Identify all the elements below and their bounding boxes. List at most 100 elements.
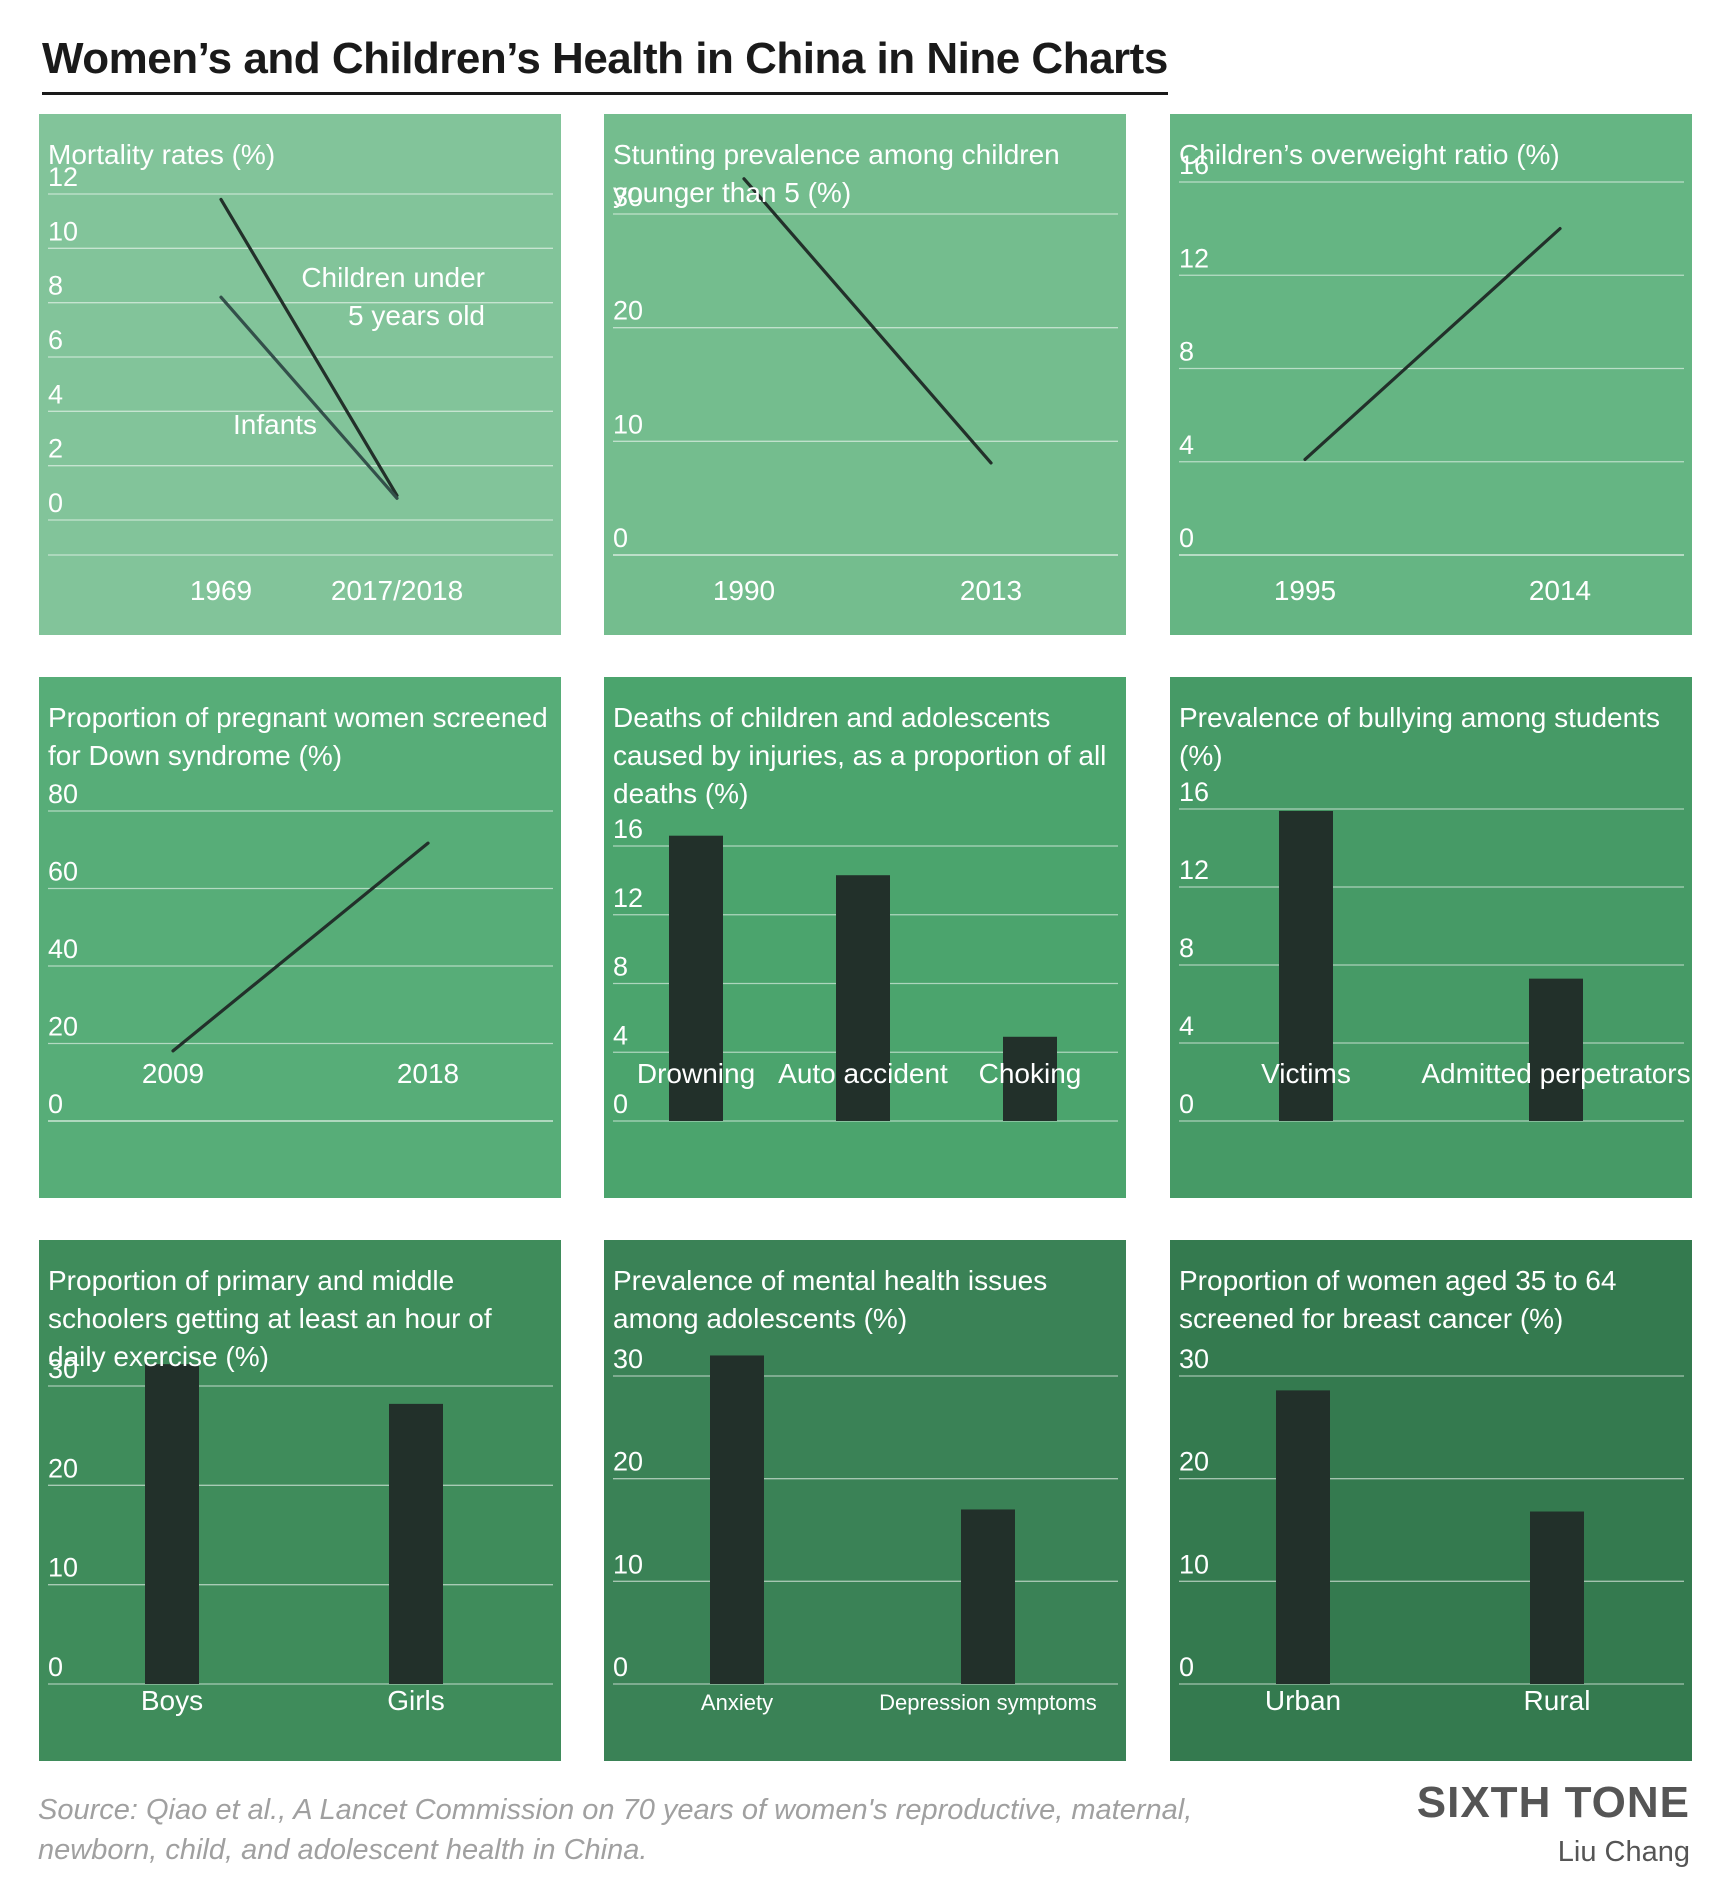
bar — [389, 1403, 443, 1684]
y-tick-label: 12 — [1179, 855, 1209, 885]
category-label: 2009 — [142, 1058, 204, 1089]
y-tick-label: 2 — [48, 434, 63, 464]
bar — [669, 835, 723, 1121]
y-tick-label: 0 — [48, 488, 63, 518]
category-label: Boys — [141, 1685, 203, 1716]
y-tick-label: 12 — [1179, 243, 1209, 273]
chart-title: Proportion of women aged 35 to 64 screen… — [1179, 1265, 1617, 1334]
y-tick-label: 60 — [48, 857, 78, 887]
y-tick-label: 0 — [1179, 1652, 1194, 1682]
series-line — [171, 841, 430, 1053]
category-label: 1990 — [713, 575, 775, 606]
chart-panel-bullying: Prevalence of bullying among students (%… — [1170, 677, 1692, 1198]
chart-panel-injury-deaths: Deaths of children and adolescents cause… — [604, 677, 1126, 1198]
category-label: Drowning — [637, 1058, 755, 1089]
category-label: Victims — [1261, 1058, 1351, 1089]
y-tick-label: 30 — [613, 1344, 643, 1374]
source-note: Source: Qiao et al., A Lancet Commission… — [38, 1794, 1193, 1866]
category-label: Urban — [1265, 1685, 1341, 1716]
category-label: 2018 — [397, 1058, 459, 1089]
y-tick-label: 8 — [613, 952, 628, 982]
y-tick-label: 10 — [1179, 1549, 1209, 1579]
chart-plot: 0 2 4 6 8 10 12 Children under 5 years old Infant… — [48, 162, 553, 606]
y-tick-label: 20 — [613, 1447, 643, 1477]
y-tick-label: 16 — [613, 814, 643, 844]
y-tick-label: 30 — [48, 1354, 78, 1384]
y-tick-label: 0 — [48, 1089, 63, 1119]
y-tick-label: 0 — [613, 523, 628, 553]
y-tick-label: 12 — [613, 883, 643, 913]
category-label: Girls — [387, 1685, 445, 1716]
bar — [145, 1364, 199, 1684]
y-tick-label: 20 — [613, 296, 643, 326]
category-label: Rural — [1524, 1685, 1591, 1716]
y-tick-label: 10 — [48, 1553, 78, 1583]
y-tick-label: 20 — [1179, 1447, 1209, 1477]
y-tick-label: 10 — [613, 1549, 643, 1579]
y-tick-label: 6 — [48, 325, 63, 355]
chart-title: Prevalence of bullying among students (%… — [1179, 702, 1660, 771]
y-tick-label: 10 — [48, 216, 78, 246]
y-tick-label: 16 — [1179, 777, 1209, 807]
y-tick-label: 16 — [1179, 150, 1209, 180]
y-tick-label: 4 — [613, 1020, 628, 1050]
chart-plot: 0 10 20 30 1990 2013 — [613, 177, 1118, 606]
series-line — [1303, 227, 1562, 462]
bar — [1529, 978, 1583, 1121]
chart-title: Prevalence of mental health issues among… — [613, 1265, 1048, 1334]
y-tick-label: 8 — [48, 271, 63, 301]
chart-panel-overweight: Children’s overweight ratio (%) 0 4 8 12 16 1… — [1170, 114, 1692, 635]
y-tick-label: 8 — [1179, 933, 1194, 963]
chart-plot: 0 4 8 12 16 Drowning Auto accident Choking — [613, 814, 1118, 1122]
y-tick-label: 0 — [613, 1089, 628, 1119]
chart-title: Mortality rates (%) — [48, 139, 276, 170]
chart-panel-mental-health: Prevalence of mental health issues among… — [604, 1240, 1126, 1761]
y-tick-label: 0 — [1179, 1089, 1194, 1119]
series-label: Infants — [233, 409, 317, 440]
category-label: Choking — [979, 1058, 1082, 1089]
chart-panel-down-syndrome: Proportion of pregnant women screened fo… — [39, 677, 561, 1198]
author-credit: Liu Chang — [1557, 1836, 1690, 1868]
chart-panel-exercise: Proportion of primary and middle schoole… — [39, 1240, 561, 1761]
category-label: Anxiety — [701, 1690, 773, 1715]
bar — [836, 875, 890, 1121]
chart-panel-stunting: Stunting prevalence among children young… — [604, 114, 1126, 635]
chart-title: Deaths of children and adolescents cause… — [613, 702, 1107, 809]
category-label: Auto accident — [778, 1058, 948, 1089]
bar — [1276, 1390, 1330, 1684]
category-label: 1969 — [190, 575, 252, 606]
chart-plot: 0 10 20 30 Anxiety Depression symptoms — [613, 1344, 1118, 1715]
bar — [1003, 1036, 1057, 1121]
y-tick-label: 0 — [1179, 523, 1194, 553]
category-label: Admitted perpetrators — [1421, 1058, 1690, 1089]
series-line — [742, 177, 993, 465]
y-tick-label: 10 — [613, 409, 643, 439]
y-tick-label: 20 — [48, 1453, 78, 1483]
series-label: 5 years old — [348, 300, 485, 331]
page-title: Women’s and Children’s Health in China i… — [42, 34, 1168, 95]
chart-plot: 0 20 40 60 80 2009 2018 — [48, 779, 553, 1122]
chart-title: Proportion of pregnant women screened fo… — [48, 702, 548, 771]
y-tick-label: 4 — [1179, 1011, 1194, 1041]
y-tick-label: 20 — [48, 1012, 78, 1042]
bar — [710, 1355, 764, 1684]
category-label: 2017/2018 — [331, 575, 463, 606]
chart-plot: 0 4 8 12 16 Victims Admitted perpetrators — [1179, 777, 1691, 1122]
series-line — [219, 295, 399, 500]
chart-plot: 0 4 8 12 16 1995 2014 — [1179, 150, 1684, 606]
category-label: 2014 — [1529, 575, 1591, 606]
bar — [961, 1509, 1015, 1684]
y-tick-label: 30 — [613, 182, 643, 212]
category-label: Depression symptoms — [879, 1690, 1097, 1715]
y-tick-label: 80 — [48, 779, 78, 809]
bar — [1530, 1511, 1584, 1684]
chart-panel-mortality: Mortality rates (%) 0 2 4 6 8 10 12 Children un… — [39, 114, 561, 635]
chart-title: Stunting prevalence among children young… — [613, 139, 1060, 208]
y-tick-label: 8 — [1179, 337, 1194, 367]
brand-logo: SIXTH TONE — [1416, 1778, 1690, 1827]
y-tick-label: 30 — [1179, 1344, 1209, 1374]
y-tick-label: 4 — [1179, 430, 1194, 460]
y-tick-label: 12 — [48, 162, 78, 192]
y-tick-label: 0 — [613, 1652, 628, 1682]
y-tick-label: 4 — [48, 379, 63, 409]
